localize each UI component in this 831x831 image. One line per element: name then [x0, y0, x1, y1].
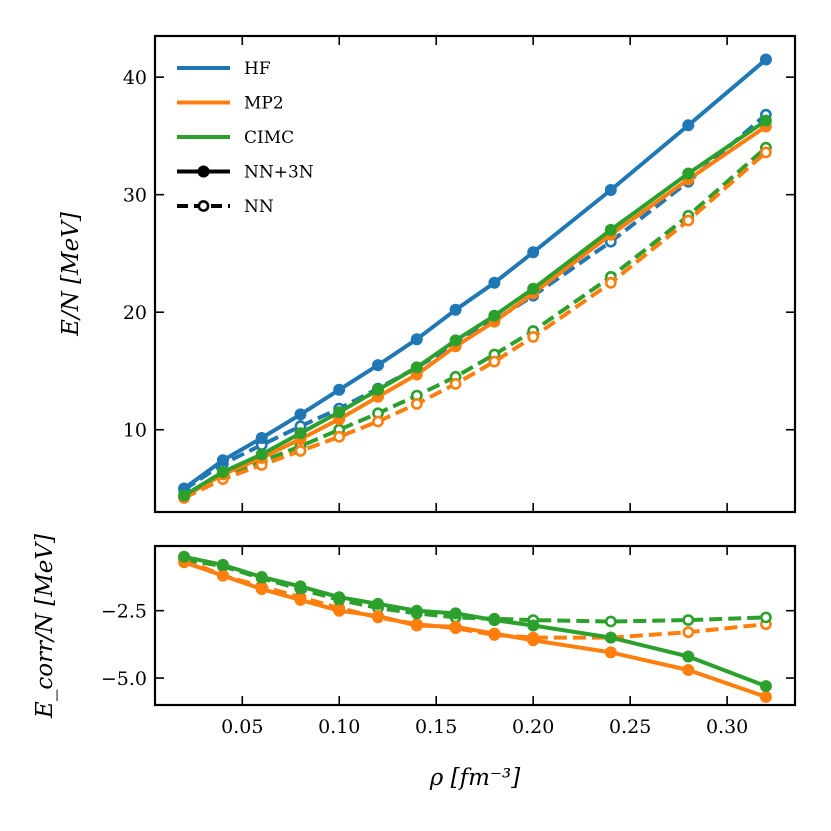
data-point-cimc-nnplus3n [333, 591, 346, 604]
x-tick-label: 0.05 [221, 716, 263, 738]
data-point-hf-nnplus3n [255, 432, 268, 444]
legend-marker-nn [197, 200, 210, 212]
y-axis-label-bottom: E_corr/N [MeV] [32, 534, 58, 719]
axes-frame [153, 544, 797, 707]
data-point-cimc-nnplus3n [449, 607, 462, 620]
data-point-cimc-nnplus3n [682, 167, 695, 180]
data-point-cimc-nnplus3n [216, 558, 229, 571]
data-point-mp2-nn [682, 214, 695, 227]
data-point-cimc-nnplus3n [216, 466, 229, 478]
y-tick-label: 10 [123, 420, 147, 442]
data-point-cimc-nnplus3n [488, 309, 501, 322]
data-point-mp2-nn [372, 415, 384, 428]
data-point-cimc-nnplus3n [604, 223, 617, 236]
x-tick-label: 0.10 [318, 716, 360, 738]
data-point-cimc-nnplus3n [372, 597, 384, 610]
legend-marker-nnplus3n [197, 165, 210, 178]
data-point-hf-nnplus3n [488, 276, 501, 289]
data-point-mp2-nnplus3n [488, 627, 501, 640]
data-point-cimc-nnplus3n [449, 334, 462, 347]
legend-label-mp2: MP2 [244, 94, 284, 114]
x-tick-label: 0.20 [512, 716, 554, 738]
y-tick-label: 30 [123, 185, 147, 207]
data-point-cimc-nnplus3n [255, 448, 268, 461]
data-point-mp2-nnplus3n [527, 634, 540, 647]
data-point-cimc-nn [604, 615, 617, 628]
y-tick-label: 40 [123, 67, 147, 89]
data-point-cimc-nnplus3n [255, 571, 268, 583]
data-point-hf-nnplus3n [759, 53, 772, 66]
axes-frame [153, 34, 797, 514]
axis-labels: E/N [MeV] E_corr/N [MeV] ρ [fm⁻³] [32, 212, 520, 791]
y-tick-label: −2.5 [101, 601, 147, 623]
y-tick-label: 20 [123, 302, 147, 324]
data-point-hf-nnplus3n [372, 359, 384, 372]
series-line-mp2-nnplus3n [183, 560, 767, 699]
data-point-mp2-nnplus3n [294, 593, 307, 606]
data-point-mp2-nn [488, 355, 501, 368]
data-point-cimc-nnplus3n [527, 282, 540, 295]
data-point-mp2-nn [527, 330, 540, 343]
data-point-mp2-nnplus3n [682, 664, 695, 676]
data-point-cimc-nnplus3n [410, 361, 423, 374]
data-point-mp2-nnplus3n [216, 569, 229, 582]
top-panel: 10 20 30 40 [123, 34, 797, 514]
data-point-hf-nnplus3n [333, 383, 346, 396]
data-point-hf-nnplus3n [449, 303, 462, 316]
bottom-panel: −2.5 −5.0 0.05 0.10 0.15 0.20 0.25 0.30 [101, 544, 797, 738]
data-point-hf-nnplus3n [604, 184, 617, 196]
data-point-mp2-nn [760, 146, 772, 159]
data-point-cimc-nnplus3n [488, 614, 501, 627]
data-point-hf-nnplus3n [410, 333, 423, 346]
data-point-cimc-nnplus3n [759, 114, 772, 127]
data-point-mp2-nn [604, 276, 617, 289]
x-tick-label: 0.30 [706, 716, 748, 738]
data-point-mp2-nn [294, 444, 307, 457]
data-point-cimc-nnplus3n [333, 406, 346, 419]
data-point-cimc-nn [760, 611, 772, 624]
x-tick-label: 0.15 [415, 716, 457, 738]
data-point-mp2-nnplus3n [372, 610, 384, 623]
data-point-mp2-nn [682, 626, 695, 639]
data-point-hf-nnplus3n [682, 119, 695, 132]
data-point-cimc-nnplus3n [604, 631, 617, 644]
legend-label-hf: HF [244, 59, 271, 79]
data-point-mp2-nnplus3n [449, 620, 462, 633]
y-tick-label: −5.0 [101, 668, 147, 690]
data-point-mp2-nn [449, 377, 462, 390]
data-point-mp2-nnplus3n [333, 604, 346, 617]
series-line-hf-nnplus3n [182, 57, 768, 491]
data-point-cimc-nn [682, 614, 695, 626]
data-point-hf-nnplus3n [216, 454, 229, 467]
data-point-hf-nnplus3n [294, 408, 307, 421]
data-point-mp2-nn [410, 397, 423, 410]
series-line-mp2-nn [183, 557, 767, 640]
data-point-cimc-nnplus3n [294, 427, 307, 440]
data-point-mp2-nnplus3n [759, 690, 772, 703]
data-point-cimc-nnplus3n [178, 489, 191, 502]
data-point-hf-nnplus3n [527, 246, 540, 259]
data-point-mp2-nnplus3n [604, 646, 617, 659]
legend: HF MP2 CIMC NN+3N NN [177, 59, 314, 217]
data-point-mp2-nnplus3n [255, 583, 268, 596]
data-point-mp2-nnplus3n [410, 619, 423, 632]
data-point-cimc-nnplus3n [410, 604, 423, 617]
data-point-cimc-nnplus3n [178, 550, 191, 563]
y-axis-label-top: E/N [MeV] [58, 212, 84, 337]
data-point-mp2-nn [333, 430, 346, 443]
x-tick-label: 0.25 [609, 716, 651, 738]
legend-label-nn: NN [244, 197, 274, 217]
data-point-cimc-nnplus3n [294, 580, 307, 593]
data-point-cimc-nnplus3n [759, 680, 772, 693]
data-point-cimc-nnplus3n [682, 650, 695, 663]
legend-label-nnplus3n: NN+3N [244, 163, 314, 183]
x-axis-label: ρ [fm⁻³] [429, 765, 520, 791]
legend-label-cimc: CIMC [244, 128, 294, 148]
data-point-cimc-nnplus3n [372, 383, 384, 396]
data-point-cimc-nnplus3n [527, 619, 540, 632]
